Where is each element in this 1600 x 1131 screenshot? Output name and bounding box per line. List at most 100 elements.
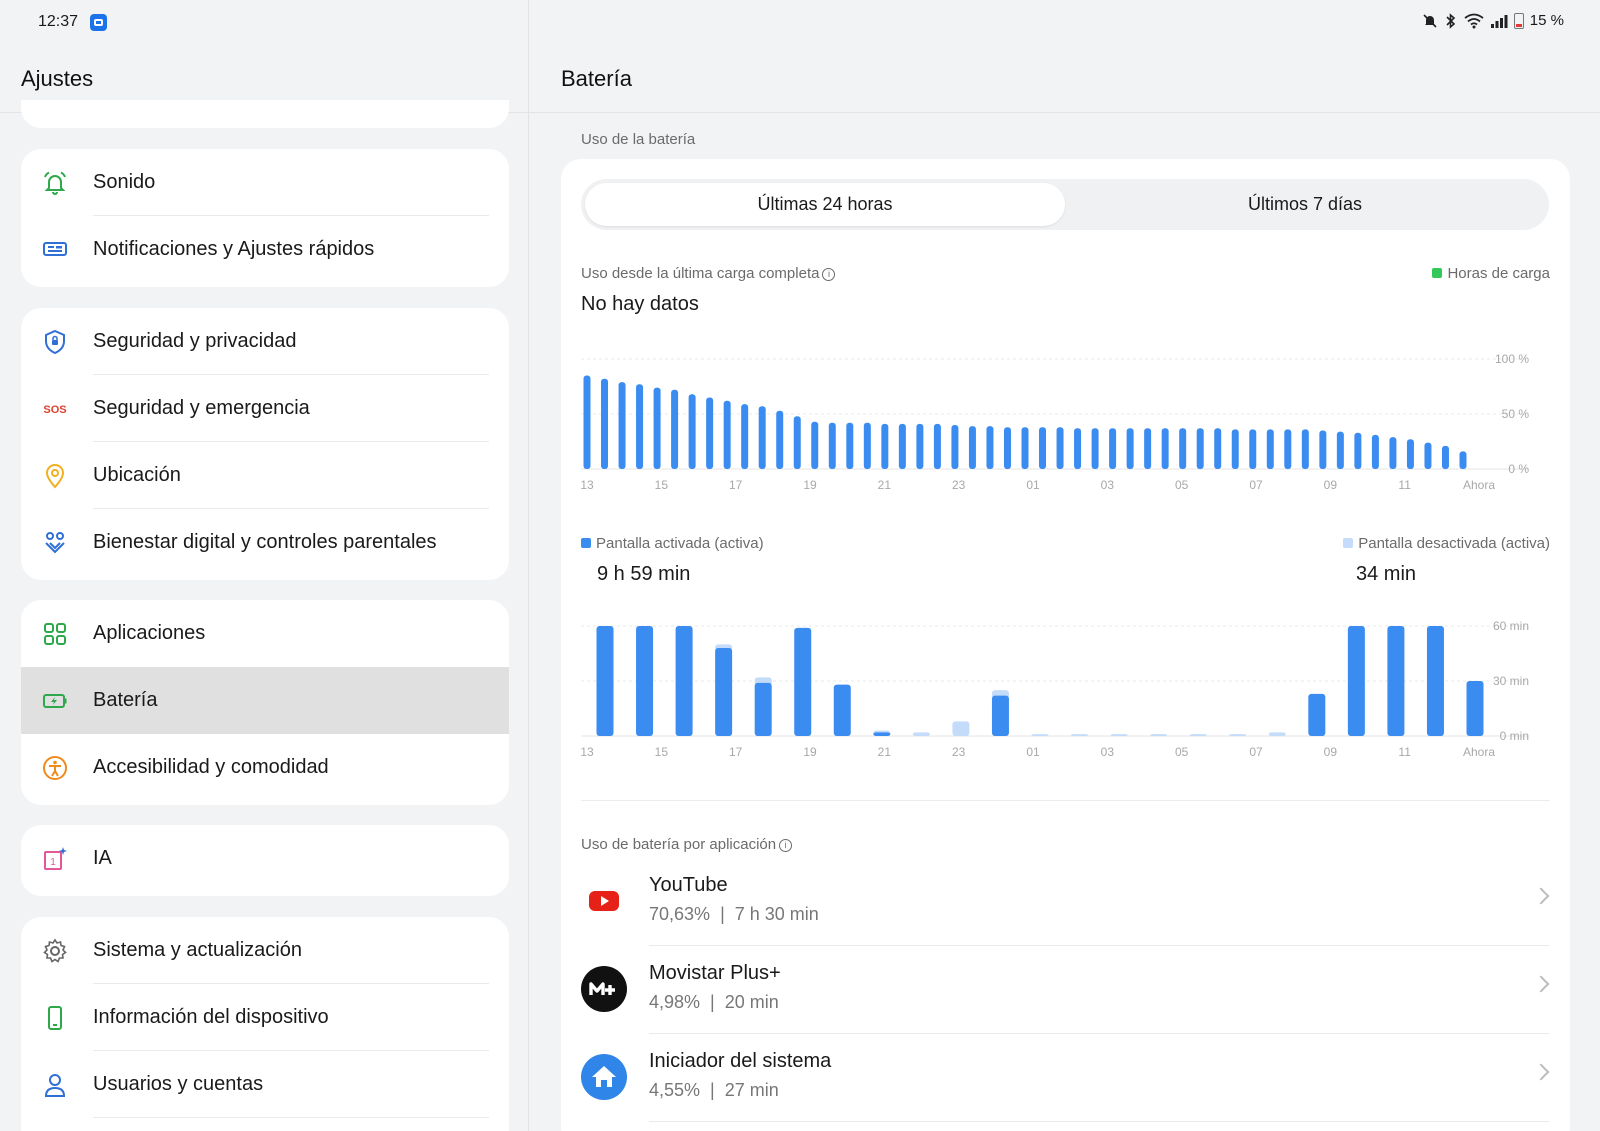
sidebar-item-ubicacion[interactable]: Ubicación [21,442,509,509]
info-icon[interactable]: i [822,268,836,281]
level-bar [1406,439,1414,469]
level-bar [1003,427,1011,469]
info-icon[interactable]: i [779,839,793,852]
settings-group-4: 1 IA [21,825,509,896]
level-bar [671,389,679,469]
sos-icon: SOS [41,395,69,423]
ai-icon: 1 [41,845,69,873]
level-bar [863,422,871,469]
screen-off-value: 34 min [1356,563,1417,585]
app-row-youtube[interactable]: YouTube 70,63% | 7 h 30 min [581,858,1550,946]
y-tick-label: 100 % [1495,352,1529,366]
accessibility-icon [41,754,69,782]
level-bar [1389,437,1397,469]
x-tick-label: 11 [1398,745,1411,759]
x-tick-label: 01 [1026,478,1040,492]
status-time: 12:37 [38,13,79,30]
status-icons: 15 % [1422,12,1564,29]
sidebar-item-usuarios[interactable]: Usuarios y cuentas [21,1051,509,1118]
screen-off-label: Pantalla desactivada (activa) [1358,535,1550,552]
sidebar-item-label: Batería [93,689,158,711]
chevron-right-icon [1532,887,1550,905]
x-tick-label: 13 [580,745,594,759]
sidebar-item-informacion[interactable]: Información del dispositivo [21,984,509,1051]
level-bar [1039,427,1047,469]
screen-on-bar [675,626,693,736]
screen-on-bar [991,695,1009,736]
y-tick-label: 30 min [1493,674,1529,688]
screen-on-bar [794,627,812,736]
x-tick-label: 03 [1101,745,1115,759]
bluetooth-icon [1446,12,1455,29]
tab-7d[interactable]: Últimos 7 días [1247,194,1363,214]
screen-off-legend-dot [1343,538,1354,548]
y-tick-label: 60 min [1493,619,1529,633]
x-tick-label: 13 [580,478,594,492]
notification-panel-icon [41,236,69,264]
sidebar-item-label: IA [93,847,112,869]
section-divider [581,800,1550,801]
sidebar-item-seguridad-emergencia[interactable]: SOS Seguridad y emergencia [21,375,509,442]
sidebar-item-label: Notificaciones y Ajustes rápidos [93,238,375,260]
sidebar-item-label: Sistema y actualización [93,939,302,961]
sidebar-item-sistema[interactable]: Sistema y actualización [21,917,509,984]
level-bar [636,384,644,469]
x-tick-label: 03 [1101,478,1115,492]
x-tick-label: 23 [952,745,966,759]
phone-icon [41,1004,69,1032]
screen-off-bar [1071,734,1089,736]
app-notification-icon [90,14,107,31]
battery-level-chart: 100 % 50 % 0 % 13 15 17 19 21 23 01 03 05 07 09 11 Ahor… [580,352,1529,492]
sidebar-item-bienestar[interactable]: Bienestar digital y controles parentales [21,509,509,576]
app-row-launcher[interactable]: Iniciador del sistema 4,55% | 27 min [581,1034,1550,1122]
x-tick-label: 05 [1175,478,1189,492]
youtube-icon [581,878,627,924]
svg-text:1: 1 [50,857,56,868]
level-bar [723,400,731,469]
app-meta: 4,55% | 27 min [649,1080,779,1100]
screen-on-bar [1347,626,1365,736]
app-meta: 70,63% | 7 h 30 min [649,904,819,924]
level-bar [916,423,924,469]
level-bar [1021,427,1029,469]
settings-group-5: Sistema y actualización Información del … [21,917,509,1131]
app-meta: 4,98% | 20 min [649,992,779,1012]
level-bar [811,421,819,469]
settings-group-2: Seguridad y privacidad SOS Seguridad y e… [21,308,509,580]
level-bar [1109,428,1117,469]
movistar-plus-icon [581,966,627,1012]
sidebar-item-accesibilidad[interactable]: Accesibilidad y comodidad [21,734,509,801]
screen-off-legend: Pantalla desactivada (activa) [1343,535,1550,552]
level-bar [1301,429,1309,469]
sidebar-item-notificaciones[interactable]: Notificaciones y Ajustes rápidos [21,216,509,283]
sidebar-item-ia[interactable]: 1 IA [21,825,509,892]
app-row-movistar[interactable]: Movistar Plus+ 4,98% | 20 min [581,946,1550,1034]
screen-off-bar [1031,734,1049,736]
tab-24h[interactable]: Últimas 24 horas [585,183,1065,226]
x-tick-label: Ahora [1463,745,1495,759]
sidebar-item-aplicaciones[interactable]: Aplicaciones [21,600,509,667]
level-bar [601,378,609,469]
level-bar [741,404,749,469]
level-bar [881,423,889,469]
sidebar-item-label: Bienestar digital y controles parentales [93,531,437,553]
battery-percent: 15 % [1529,12,1564,29]
battery-icon [41,687,69,715]
gear-icon [41,937,69,965]
sidebar-item-sonido[interactable]: Sonido [21,149,509,216]
sidebar-item-label: Seguridad y emergencia [93,397,310,419]
level-bar [1144,428,1152,469]
x-tick-label: 21 [878,745,892,759]
sidebar-item-bateria[interactable]: Batería [21,667,509,734]
screen-on-legend-dot [581,538,591,548]
level-bar [1074,428,1082,469]
screen-on-legend: Pantalla activada (activa) [581,535,764,552]
svg-text:SOS: SOS [43,404,66,416]
level-bar [583,375,591,469]
signal-icon [1490,14,1508,28]
screen-off-bar [1110,734,1128,736]
sidebar-item-seguridad-privacidad[interactable]: Seguridad y privacidad [21,308,509,375]
wellbeing-icon [41,529,69,557]
app-name: Iniciador del sistema [649,1050,832,1072]
status-bar: 12:37 15 % [0,0,1600,46]
